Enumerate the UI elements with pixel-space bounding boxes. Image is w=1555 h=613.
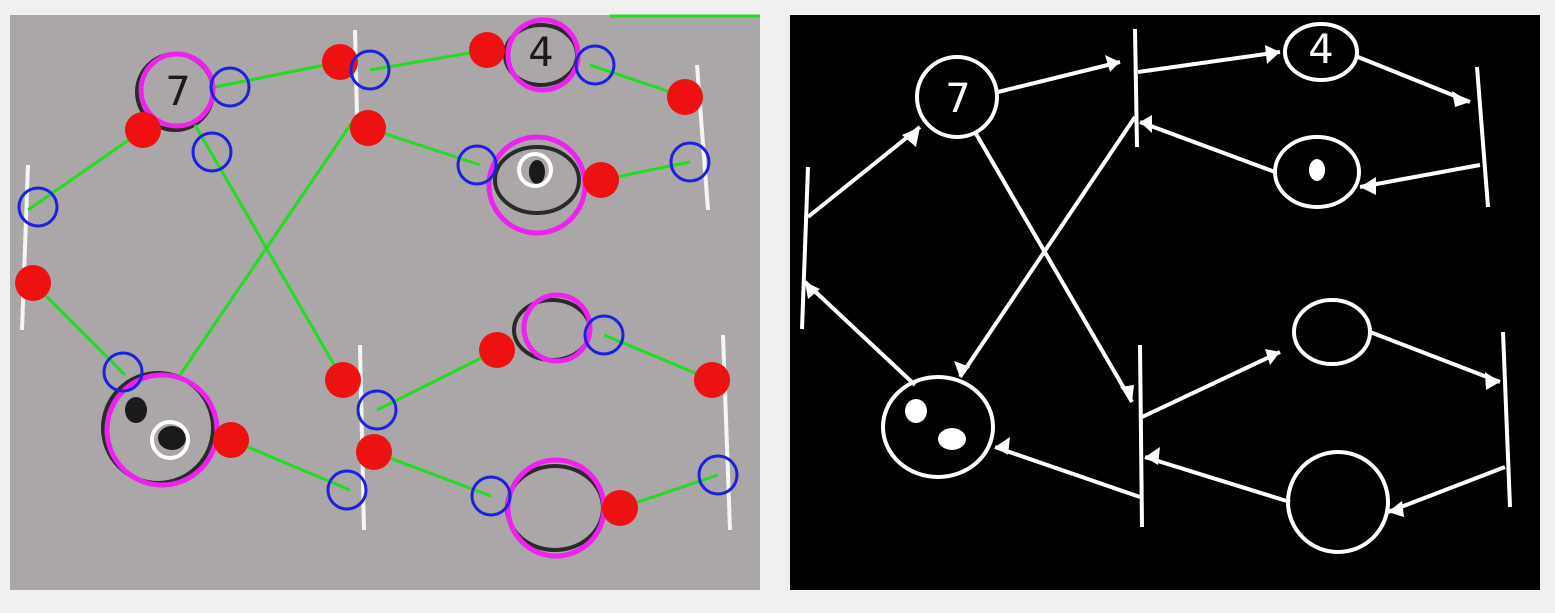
red-dot — [602, 490, 638, 526]
arc — [178, 117, 357, 376]
blue-circle — [456, 144, 498, 186]
arc — [994, 445, 1141, 499]
token-circle — [150, 420, 190, 460]
transition — [1475, 66, 1490, 208]
arc — [1359, 163, 1481, 189]
transition — [1138, 344, 1144, 528]
place — [881, 375, 995, 479]
arcs — [27, 48, 719, 510]
place — [915, 55, 999, 139]
token — [529, 160, 545, 184]
arrowhead — [1105, 55, 1120, 72]
place-circle — [521, 292, 593, 364]
arrowhead — [995, 437, 1010, 455]
blue-circle — [209, 66, 251, 108]
blue-circle — [574, 44, 616, 86]
arc — [1144, 455, 1291, 504]
arc — [373, 450, 492, 498]
arrowhead — [1140, 115, 1152, 133]
arrowhead — [1485, 372, 1500, 390]
binary-drawing — [800, 22, 1512, 554]
arrowhead — [1452, 91, 1470, 107]
arc — [1369, 330, 1501, 384]
arc — [193, 124, 345, 381]
photo — [10, 15, 760, 590]
blue-circle — [326, 469, 368, 511]
arc — [27, 128, 144, 212]
arc-heads — [15, 32, 730, 526]
arrowhead — [902, 127, 920, 147]
arc — [376, 348, 498, 412]
left-image: 7 4 — [10, 14, 760, 590]
tokens — [125, 160, 545, 450]
right-image: 7 4 — [790, 15, 1540, 590]
arc — [209, 60, 341, 90]
blue-circle — [470, 475, 512, 517]
place-label: 4 — [528, 30, 553, 76]
token — [938, 428, 966, 450]
detected-tokens — [150, 152, 553, 460]
arc — [997, 60, 1121, 94]
arc — [806, 125, 922, 219]
blue-circle — [17, 186, 59, 228]
red-dot — [325, 362, 361, 398]
arc — [973, 130, 1134, 404]
red-dot — [213, 422, 249, 458]
place — [1283, 22, 1359, 82]
blue-circle — [697, 454, 739, 496]
token — [158, 426, 186, 450]
arc — [1139, 120, 1276, 174]
place — [493, 145, 581, 215]
place-circle — [138, 51, 216, 129]
blue-circle — [583, 314, 625, 356]
transition — [353, 29, 359, 116]
binary-image — [790, 15, 1540, 590]
arc — [803, 280, 917, 387]
blue-circle — [191, 131, 233, 173]
arc — [1387, 465, 1506, 514]
red-dot — [350, 110, 386, 146]
red-dot — [667, 79, 703, 115]
red-dot — [479, 332, 515, 368]
arrowhead — [1360, 177, 1376, 195]
token — [1309, 159, 1325, 181]
red-dot — [125, 112, 161, 148]
arc — [1141, 350, 1281, 419]
place-label: 7 — [945, 76, 970, 122]
arc — [1357, 55, 1471, 104]
arrowhead — [1265, 349, 1280, 365]
arrowhead — [1265, 45, 1280, 64]
red-dot — [583, 162, 619, 198]
red-dot — [15, 265, 51, 301]
arc-tails — [17, 44, 739, 517]
red-dot — [356, 434, 392, 470]
arrowhead — [1145, 447, 1160, 465]
binary-fills — [805, 45, 1500, 517]
transition — [1133, 28, 1139, 148]
arc — [367, 126, 481, 167]
blue-circle — [102, 351, 144, 393]
arc — [958, 115, 1137, 379]
red-dot — [694, 362, 730, 398]
arrowhead — [954, 361, 970, 377]
arrowhead — [1388, 501, 1404, 517]
red-dot — [322, 44, 358, 80]
blue-circle — [349, 49, 391, 91]
arrowhead — [1120, 385, 1134, 402]
token-circle — [517, 152, 553, 188]
token — [905, 399, 927, 423]
red-dot — [469, 32, 505, 68]
transition — [1501, 331, 1512, 508]
arrowhead — [805, 282, 820, 299]
arc — [1137, 50, 1281, 74]
place-label: 7 — [165, 69, 190, 115]
blue-circle — [356, 389, 398, 431]
token — [125, 397, 147, 423]
place-label: 4 — [1308, 27, 1333, 73]
blue-circle — [669, 141, 711, 183]
transition — [800, 166, 810, 330]
